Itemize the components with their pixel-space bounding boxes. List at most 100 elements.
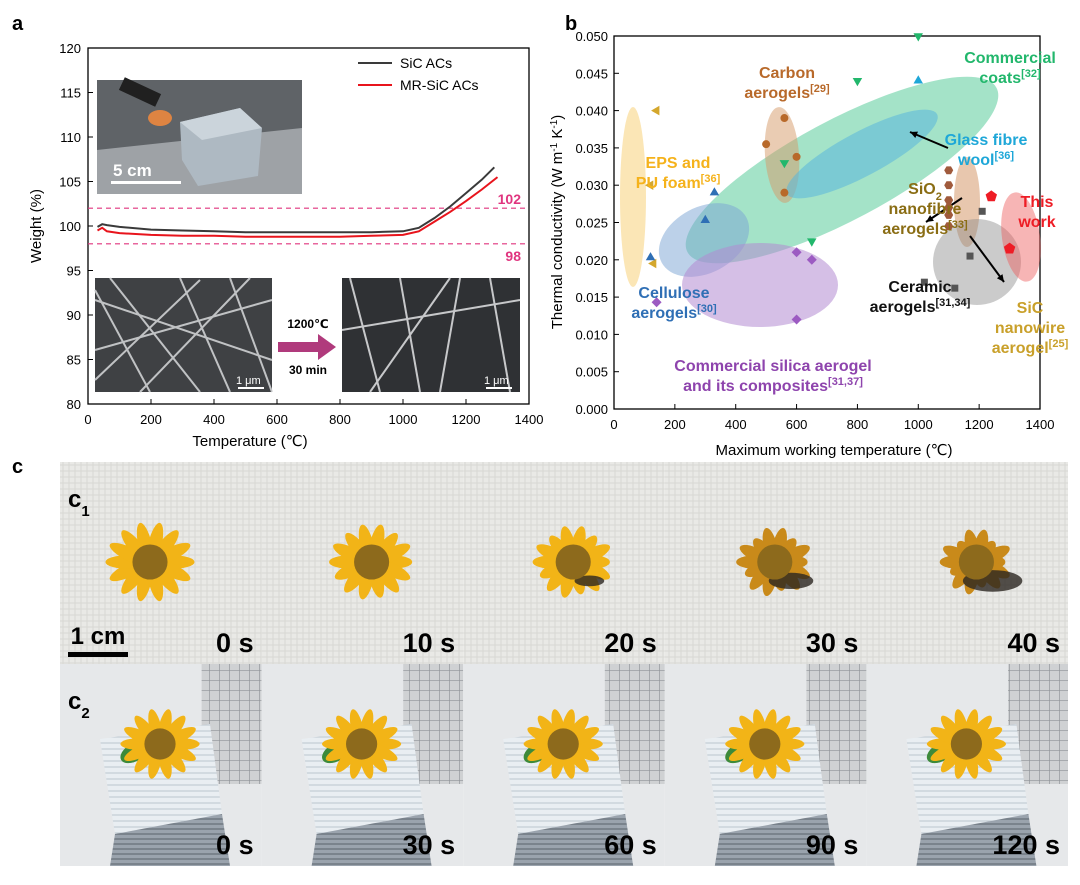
aerogel-side	[714, 814, 835, 866]
data-point	[944, 166, 954, 175]
treatment-arrow: 1200℃ 30 min	[278, 317, 336, 377]
category-region	[1001, 192, 1041, 282]
annotation-arrows	[909, 131, 1005, 283]
photo-frame: 30 s	[261, 664, 464, 866]
annotation-arrowhead	[926, 215, 934, 222]
panel-b-y-label: Thermal conductivity (W m-1 K-1)	[549, 115, 567, 330]
sem-image-after: 1 μm	[341, 277, 521, 393]
category-label-line: and its composites	[683, 378, 828, 395]
category-region	[954, 157, 980, 247]
category-label-line: Cellulose	[638, 285, 709, 302]
photo-scale-label: 5 cm	[113, 161, 152, 180]
data-point	[913, 75, 923, 84]
category-label-line: work	[1017, 214, 1055, 231]
data-point	[645, 180, 654, 190]
scale-bar	[68, 652, 128, 657]
reference-line-label: 98	[505, 248, 521, 264]
data-point	[966, 252, 974, 260]
flower-center	[132, 544, 168, 580]
photo-frame: 20 s	[463, 462, 665, 664]
category-label-line: nanofibre	[889, 201, 962, 218]
category-label-superscript: [32]	[1021, 68, 1041, 80]
category-label-superscript: [31,37]	[828, 376, 863, 388]
y-tick-label: 90	[67, 308, 81, 323]
y-tick-label: 0.030	[575, 178, 608, 193]
data-point	[645, 252, 656, 261]
category-label-line: aerogels	[631, 305, 697, 322]
data-point	[944, 222, 954, 231]
legend-entry: SiC ACs	[400, 55, 452, 71]
panel-a-y-label: Weight (%)	[28, 189, 45, 263]
reference-line-label: 102	[498, 191, 522, 207]
row-label-subscript: 2	[81, 705, 89, 722]
data-point	[951, 284, 959, 292]
panel-label-a: a	[12, 13, 24, 35]
data-point	[791, 247, 802, 258]
y-tick-label: 0.050	[575, 29, 608, 44]
flower-center	[144, 728, 176, 760]
category-label-superscript: [36]	[994, 150, 1014, 162]
photo-row: 0 s 30 s 60 s 90 s 120 sc2	[60, 664, 1068, 866]
category-label-line: aerogels	[870, 299, 936, 316]
y-tick-label: 105	[59, 175, 81, 190]
y-tick-label: 95	[67, 264, 81, 279]
category-region	[786, 109, 938, 199]
data-point	[651, 297, 662, 308]
panel-a-legend: SiC ACs MR-SiC ACs	[358, 55, 479, 93]
y-tick-label: 0.035	[575, 141, 608, 156]
x-tick-label: 400	[725, 417, 747, 432]
photo-frame: 0 s	[60, 664, 262, 866]
category-label: SiO2 nanofibre aerogels[33]	[882, 181, 968, 238]
category-label: Commercial coats[32]	[964, 50, 1056, 87]
data-point	[978, 207, 986, 215]
category-label-superscript: [31,34]	[935, 297, 970, 309]
data-point	[700, 214, 710, 223]
photo-frame: 60 s	[463, 664, 665, 866]
data-point	[648, 258, 657, 269]
category-label-superscript: [33]	[948, 219, 968, 231]
category-label-subscript: 2	[936, 191, 942, 203]
category-label-line: EPS and	[646, 155, 711, 172]
flower-center	[749, 728, 781, 760]
y-tick-label: 0.045	[575, 66, 608, 81]
flower-center	[757, 544, 793, 580]
x-tick-label: 200	[664, 417, 686, 432]
data-point	[985, 190, 997, 202]
aerogel-side	[513, 814, 634, 866]
annotation-arrow	[969, 235, 1005, 283]
category-label-line: aerogels	[744, 85, 810, 102]
x-tick-label: 600	[786, 417, 808, 432]
x-tick-label: 800	[847, 417, 869, 432]
x-tick-label: 1000	[389, 412, 418, 427]
y-tick-label: 0.000	[575, 402, 608, 417]
y-tick-label: 115	[60, 86, 81, 101]
time-label: 90 s	[806, 830, 859, 860]
category-label-line: nanowire	[995, 320, 1065, 337]
data-point	[651, 105, 660, 116]
y-tick-label: 110	[60, 130, 81, 145]
time-label: 10 s	[403, 628, 456, 658]
y-tick-label: 120	[59, 41, 81, 56]
category-label-line: aerogel	[992, 340, 1049, 357]
category-label-superscript: [30]	[697, 303, 717, 315]
category-label-line: coats	[979, 70, 1021, 87]
data-point	[944, 211, 954, 219]
category-label-line: Carbon	[759, 65, 815, 82]
data-point	[944, 203, 954, 212]
category-label-line: Commercial	[964, 50, 1056, 67]
category-label: Carbon aerogels[29]	[744, 65, 830, 102]
category-label-line: This	[1021, 194, 1054, 211]
panel-a-axes: 0 200 400 600 800 1000 1200 1400 80 85 90 95 100 105 1…	[59, 41, 543, 427]
flower-center	[958, 544, 994, 580]
x-tick-label: 0	[610, 417, 617, 432]
flower-center	[547, 728, 579, 760]
category-label: Glass fibre wool[36]	[945, 132, 1028, 169]
panel-label-c: c	[12, 456, 23, 478]
category-region	[620, 107, 646, 287]
time-label: 0 s	[216, 628, 254, 658]
category-label-line: Ceramic	[888, 279, 951, 296]
series-line	[97, 176, 499, 238]
series-line	[97, 166, 496, 234]
category-label-line: PU foam	[636, 175, 701, 192]
